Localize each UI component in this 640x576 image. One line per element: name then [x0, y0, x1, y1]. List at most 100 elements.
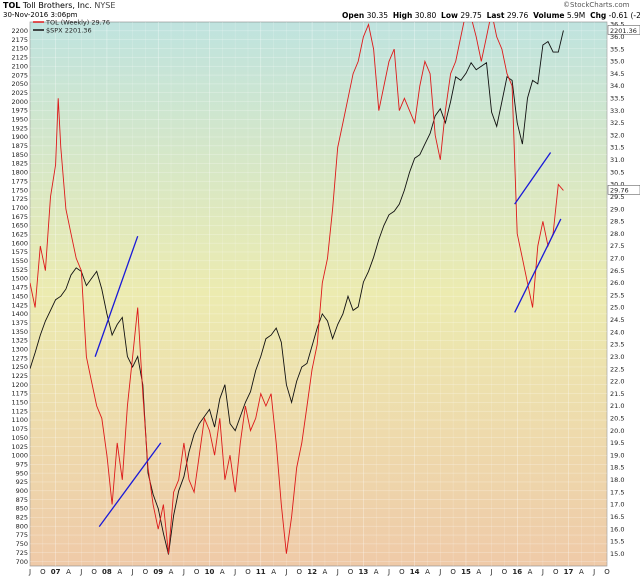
x-tick-label: 08: [102, 568, 112, 576]
tol-tick-label: 17.0: [610, 501, 624, 509]
plot-area: [29, 21, 608, 567]
spx-tick-label: 1875: [11, 142, 28, 150]
tol-tick-label: 21.5: [610, 390, 624, 398]
spx-tick-label: 1675: [11, 213, 28, 221]
spx-tick-label: 1025: [11, 443, 28, 451]
tol-tick-label: 34.5: [610, 70, 624, 78]
x-tick-label: 11: [256, 568, 266, 576]
spx-tick-label: 1625: [11, 230, 28, 238]
x-tick-label: A: [425, 568, 430, 576]
brand-logo: ©StockCharts.com: [563, 1, 630, 9]
spx-tick-label: 1325: [11, 337, 28, 345]
spx-tick-label: 2050: [11, 80, 28, 88]
spx-tick-label: 1975: [11, 107, 28, 115]
spx-tick-label: 2200: [11, 27, 28, 35]
spx-tick-label: 1700: [11, 204, 28, 212]
spx-tick-label: 1150: [11, 399, 28, 407]
tol-tick-label: 31.0: [610, 156, 624, 164]
tol-tick-label: 26.5: [610, 267, 624, 275]
spx-tick-label: 2000: [11, 98, 28, 106]
tol-tick-label: 25.5: [610, 291, 624, 299]
spx-tick-label: 1750: [11, 186, 28, 194]
spx-tick-label: 1525: [11, 266, 28, 274]
spx-axis: 7007257507758008258508759009259509751000…: [11, 27, 28, 566]
tol-tick-label: 29.5: [610, 193, 624, 201]
x-tick-label: O: [91, 568, 97, 576]
tol-tick-label: 30.5: [610, 168, 624, 176]
spx-tick-label: 1575: [11, 248, 28, 256]
tol-tick-label: 21.0: [610, 402, 624, 410]
spx-tick-label: 1100: [11, 416, 28, 424]
spx-tick-label: 850: [16, 505, 28, 513]
x-tick-label: O: [604, 568, 610, 576]
x-tick-label: 13: [359, 568, 369, 576]
x-tick-label: O: [297, 568, 303, 576]
tol-tick-label: 34.0: [610, 82, 624, 90]
x-tick-label: O: [143, 568, 149, 576]
spx-tick-label: 1050: [11, 434, 28, 442]
ticker-symbol: TOL: [3, 1, 21, 10]
x-tick-label: O: [245, 568, 251, 576]
tol-tick-label: 32.5: [610, 119, 624, 127]
change-value: -0.61 (-2.01%): [608, 11, 640, 20]
spx-tick-label: 775: [16, 531, 28, 539]
x-tick-label: A: [271, 568, 276, 576]
x-tick-label: J: [490, 568, 493, 576]
tol-axis: 15.0 15.5 16.0 16.5 17.0 17.5 18.0 18.5 19.0 19.5…: [610, 21, 624, 558]
spx-tick-label: 1375: [11, 319, 28, 327]
x-tick-label: A: [66, 568, 71, 576]
tol-tick-label: 19.5: [610, 439, 624, 447]
spx-tick-label: 1175: [11, 390, 28, 398]
spx-tick-label: 750: [16, 540, 28, 548]
spx-tick-label: 1075: [11, 425, 28, 433]
x-tick-label: O: [40, 568, 46, 576]
spx-tick-label: 1925: [11, 124, 28, 132]
spx-tick-label: 1450: [11, 292, 28, 300]
x-tick-label: A: [528, 568, 533, 576]
spx-last-label: 2201.36: [610, 27, 637, 35]
tol-tick-label: 16.5: [610, 513, 624, 521]
tol-tick-label: 32.0: [610, 131, 624, 139]
x-tick-label: 12: [307, 568, 317, 576]
x-tick-label: J: [336, 568, 339, 576]
x-tick-label: 17: [564, 568, 574, 576]
spx-tick-label: 1200: [11, 381, 28, 389]
x-tick-label: J: [592, 568, 595, 576]
high-value: 30.80: [414, 11, 437, 20]
spx-tick-label: 2075: [11, 71, 28, 79]
x-tick-label: J: [79, 568, 82, 576]
tol-tick-label: 28.5: [610, 218, 624, 226]
x-tick-label: O: [399, 568, 405, 576]
tol-tick-label: 31.5: [610, 144, 624, 152]
spx-last-label-box: [607, 25, 640, 35]
spx-tick-label: 1400: [11, 310, 28, 318]
spx-tick-label: 1425: [11, 301, 28, 309]
spx-tick-label: 1500: [11, 275, 28, 283]
x-tick-label: 15: [461, 568, 471, 576]
spx-tick-label: 1900: [11, 133, 28, 141]
tol-tick-label: 28.0: [610, 230, 624, 238]
spx-tick-label: 2025: [11, 89, 28, 97]
x-tick-label: 16: [512, 568, 522, 576]
tol-tick-label: 36.5: [610, 21, 624, 29]
x-axis: J O 07 A J O 08 A J O 09 A J O 10 A J O 11 A J O 12 A J O 13 A J O 14 A…: [28, 568, 610, 576]
x-tick-label: O: [348, 568, 354, 576]
x-tick-label: A: [220, 568, 225, 576]
quote-bar: Open 30.35 High 30.80 Low 29.75 Last 29.…: [342, 11, 640, 20]
low-value: 29.75: [460, 11, 482, 20]
trendline: [514, 218, 562, 313]
spx-tick-label: 1775: [11, 177, 28, 185]
spx-tick-label: 900: [16, 487, 28, 495]
last-value-labels: 2201.36 29.76: [607, 25, 640, 195]
tol-tick-label: 20.0: [610, 427, 624, 435]
tol-tick-label: 17.5: [610, 488, 624, 496]
spx-tick-label: 1225: [11, 372, 28, 380]
tol-tick-label: 20.5: [610, 415, 624, 423]
tol-tick-label: 18.5: [610, 464, 624, 472]
legend-tol-label: TOL (Weekly) 29.76: [45, 19, 110, 27]
x-tick-label: 09: [153, 568, 163, 576]
legend-spx-label: $SPX 2201.36: [46, 27, 92, 35]
spx-tick-label: 1125: [11, 407, 28, 415]
tol-last-label-box: [607, 185, 640, 195]
spx-tick-label: 950: [16, 469, 28, 477]
